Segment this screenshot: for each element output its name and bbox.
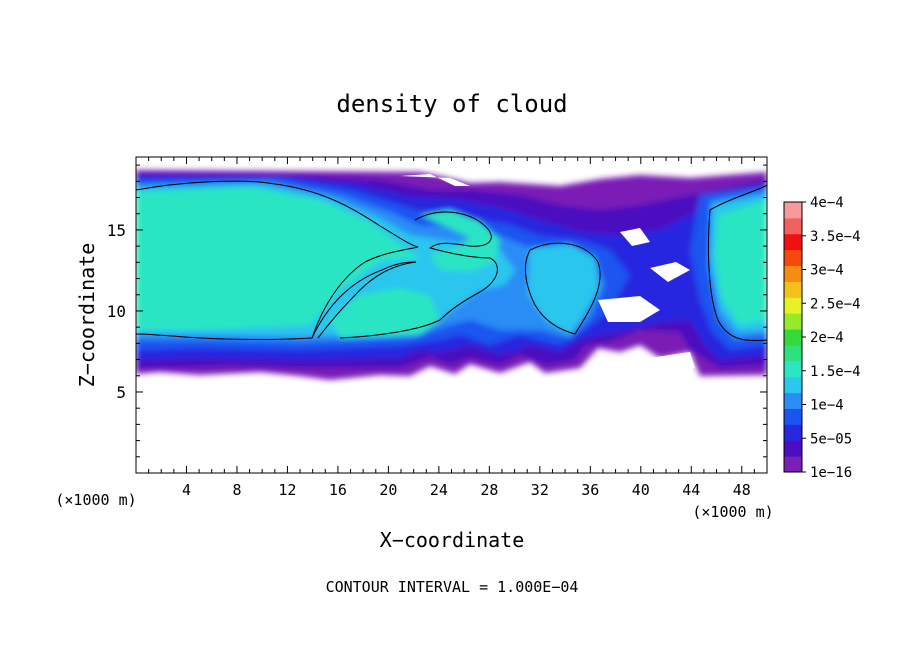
- x-tick-label: 28: [480, 481, 498, 499]
- colorbar-segment: [784, 281, 802, 298]
- cloud-density-field: [136, 170, 767, 380]
- colorbar-segment: [784, 233, 802, 251]
- colorbar-segment: [784, 313, 802, 330]
- field-band-7-lower: [330, 288, 440, 338]
- x-tick-label: 4: [182, 481, 191, 499]
- clear-gap: [400, 174, 470, 186]
- colorbar-label: 2.5e−4: [810, 296, 861, 312]
- colorbar-label: 4e−4: [810, 195, 844, 211]
- contour-interval-note: CONTOUR INTERVAL = 1.000E−04: [326, 578, 579, 596]
- x-tick-label: 36: [581, 481, 599, 499]
- x-tick-label: 16: [329, 481, 347, 499]
- chart-title: density of cloud: [336, 90, 567, 118]
- x-tick-label: 8: [232, 481, 241, 499]
- y-tick-label: 5: [116, 383, 126, 402]
- field-band-7: [136, 187, 420, 330]
- colorbar-label: 1.5e−4: [810, 364, 861, 380]
- field-band-7-upper: [420, 210, 500, 272]
- y-tick-label: 10: [107, 302, 126, 321]
- x-tick-label: 44: [682, 481, 700, 499]
- clear-gap-2: [620, 228, 650, 246]
- colorbar-label: 1e−16: [810, 465, 852, 481]
- x-unit-left: (×1000 m): [55, 491, 136, 509]
- colorbar: 1e−16 5e−05 1e−4 1.5e−4 2e−4 2.5e−4 3e−4 3.5e−4…: [783, 195, 861, 481]
- x-tick-label: 48: [733, 481, 751, 499]
- colorbar-segment: [784, 265, 802, 282]
- colorbar-label: 1e−4: [810, 398, 844, 414]
- colorbar-segment: [784, 249, 802, 267]
- colorbar-segment: [784, 440, 802, 457]
- field-band-6-mid: [528, 244, 598, 334]
- x-tick-label: 40: [632, 481, 650, 499]
- colorbar-segment: [784, 217, 802, 235]
- contour-lines: [136, 180, 767, 342]
- colorbar-segment: [784, 408, 802, 425]
- colorbar-segment: [784, 456, 802, 473]
- clear-gap-3: [650, 262, 690, 282]
- clear-gap-4: [598, 296, 660, 322]
- colorbar-segment: [784, 424, 802, 441]
- y-axis-label: Z−coordinate: [75, 243, 99, 388]
- contour-mid-cell: [524, 242, 601, 335]
- colorbar-segment: [784, 297, 802, 314]
- colorbar-segment: [784, 360, 802, 378]
- x-tick-label: 12: [278, 481, 296, 499]
- y-axis-ticks: 5 10 15: [107, 164, 767, 458]
- colorbar-label: 2e−4: [810, 330, 844, 346]
- x-tick-label: 24: [430, 481, 448, 499]
- colorbar-segment: [784, 344, 802, 362]
- colorbar-label: 3e−4: [810, 263, 844, 279]
- colorbar-segment: [784, 376, 802, 394]
- contour-lower-left: [311, 261, 417, 339]
- contour-left-anvil: [136, 180, 419, 340]
- contour-upper-loop: [339, 211, 498, 339]
- clear-gap-5: [636, 352, 695, 376]
- contour-right-cell: [707, 184, 767, 342]
- field-band-7-right: [715, 200, 767, 325]
- colorbar-label: 3.5e−4: [810, 229, 861, 245]
- colorbar-segment: [784, 392, 802, 409]
- colorbar-segment: [784, 329, 802, 346]
- x-tick-label: 32: [531, 481, 549, 499]
- x-axis-label: X−coordinate: [380, 528, 525, 552]
- x-tick-label: 20: [379, 481, 397, 499]
- colorbar-label: 5e−05: [810, 431, 852, 447]
- x-unit-right: (×1000 m): [692, 503, 773, 521]
- colorbar-segment: [784, 202, 802, 219]
- y-tick-label: 15: [107, 221, 126, 240]
- x-axis-ticks: 4 8 12 16 20 24 28 32 36 40 44 48: [148, 157, 755, 499]
